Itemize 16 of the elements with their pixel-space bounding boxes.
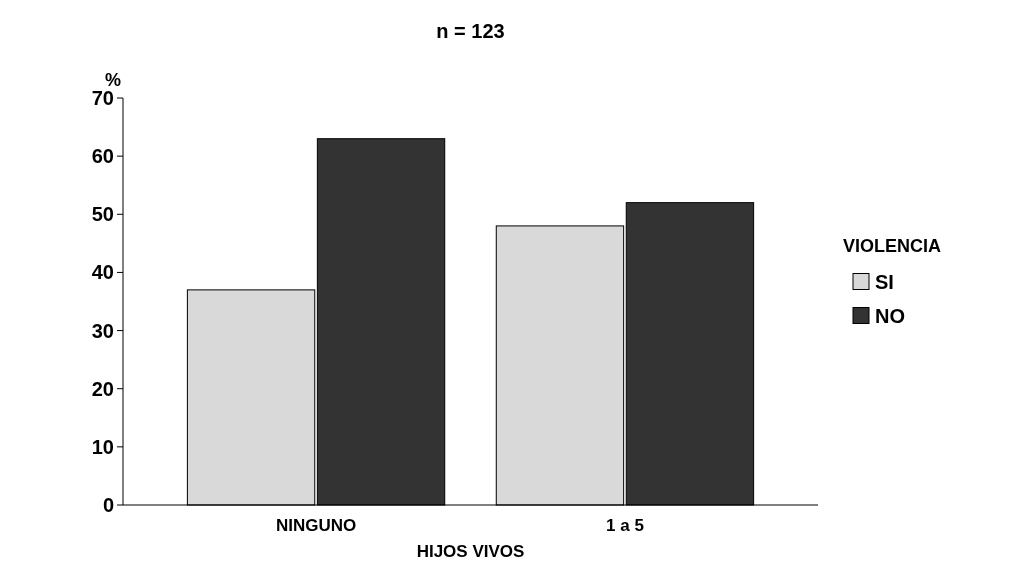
x-tick-label: NINGUNO	[275, 516, 357, 535]
y-tick-label: 60	[91, 145, 114, 168]
legend-title: VIOLENCIA	[843, 235, 942, 256]
y-axis-title: %	[104, 70, 122, 90]
chart-title: n = 123	[436, 20, 505, 42]
x-axis-title: HIJOS VIVOS	[416, 542, 525, 561]
y-tick-label: 50	[91, 203, 114, 226]
legend-label: NO	[875, 304, 905, 327]
y-tick-label: 0	[102, 494, 114, 516]
y-tick-label: 40	[91, 261, 114, 284]
x-tick-label: 1 a 5	[606, 516, 644, 535]
legend-label: SI	[875, 270, 894, 293]
y-tick-label: 20	[91, 377, 114, 400]
y-tick-label: 70	[91, 87, 114, 109]
y-tick-label: 10	[91, 435, 114, 458]
y-tick-label: 30	[91, 319, 114, 342]
